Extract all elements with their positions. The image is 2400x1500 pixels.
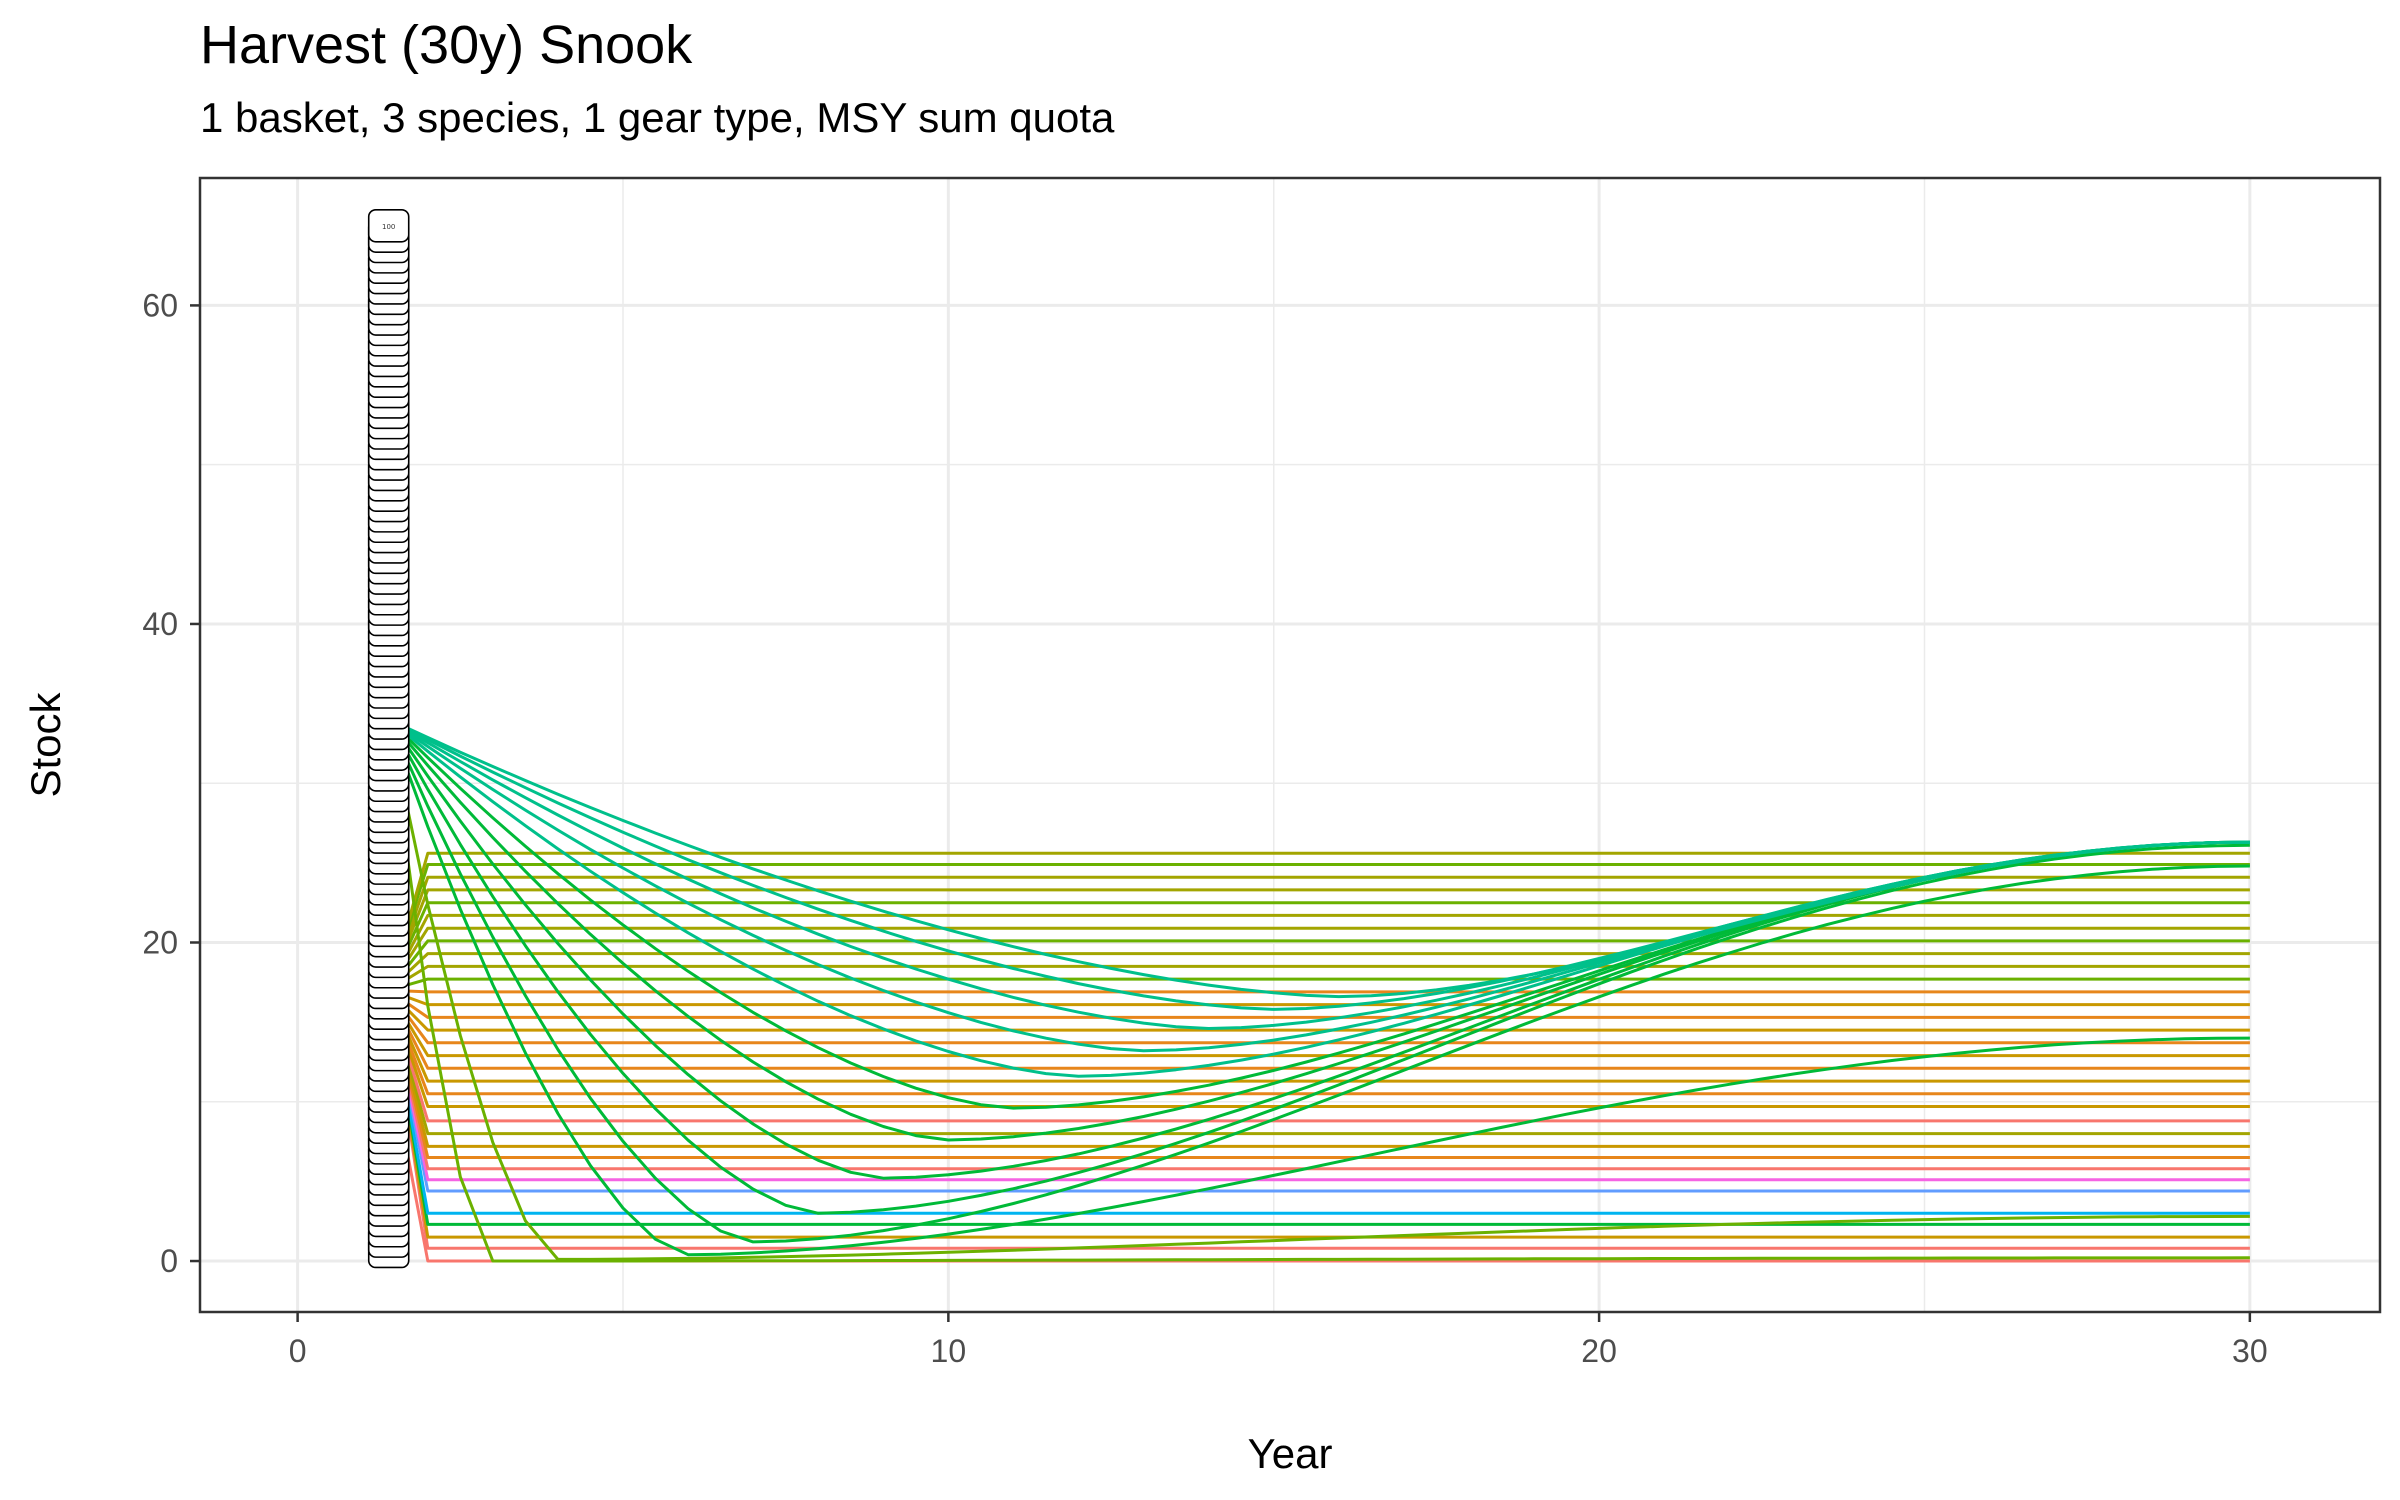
x-tick-label: 10 — [931, 1333, 967, 1369]
series-line — [387, 989, 2250, 1136]
series-line — [387, 718, 2250, 1244]
chart-title: Harvest (30y) Snook — [200, 15, 693, 75]
series-line — [387, 719, 2250, 1261]
series-line — [387, 718, 2250, 1215]
series-line — [387, 718, 2250, 1180]
y-axis-title: Stock — [22, 691, 69, 797]
series-lines — [387, 718, 2250, 1263]
x-tick-label: 30 — [2232, 1333, 2268, 1369]
start-value-label — [367, 208, 410, 243]
start-value-labels: 100 — [367, 208, 410, 1269]
x-axis-title: Year — [1248, 1430, 1333, 1477]
series-line — [388, 718, 2250, 999]
series-line — [388, 988, 2250, 994]
y-tick-label: 0 — [160, 1243, 178, 1279]
series-line — [387, 926, 2250, 992]
x-tick-label: 20 — [1581, 1333, 1617, 1369]
plot-frame — [198, 176, 2382, 1314]
chart-subtitle: 1 basket, 3 species, 1 gear type, MSY su… — [200, 94, 1115, 141]
y-tick-label: 40 — [142, 606, 178, 642]
series-line — [387, 718, 2250, 1078]
series-line — [388, 977, 2250, 992]
series-line — [387, 990, 2250, 1239]
series-line — [387, 719, 2250, 1263]
series-line — [387, 718, 2250, 1110]
axes: 0 10 20 30 0 20 40 60 — [142, 287, 2267, 1369]
start-value-label-text: 100 — [382, 223, 395, 231]
y-tick-label: 60 — [142, 287, 178, 323]
y-tick-label: 20 — [142, 924, 178, 960]
grid — [200, 178, 2380, 1312]
series-line — [388, 718, 2250, 1011]
series-line — [387, 718, 2250, 1257]
x-tick-label: 0 — [289, 1333, 307, 1369]
